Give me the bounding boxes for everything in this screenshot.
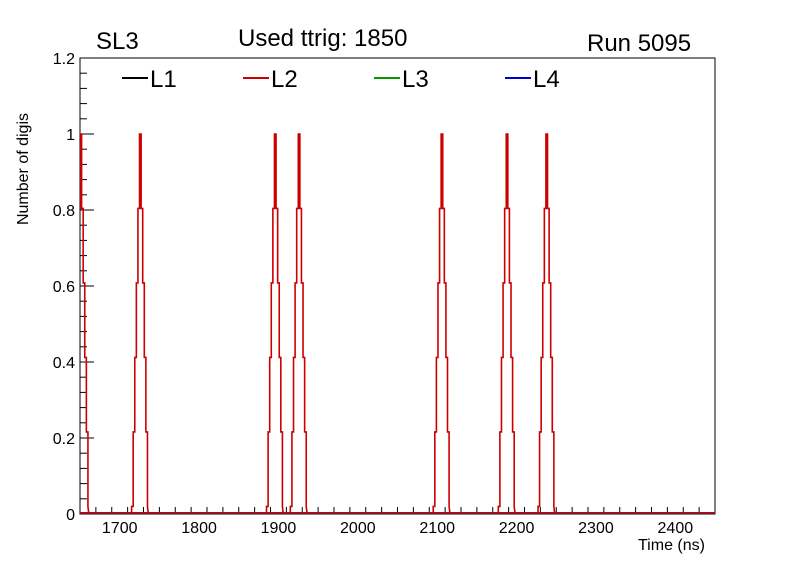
x-axis-label: Time (ns) [638, 537, 705, 554]
y-tick-label: 0 [66, 507, 75, 524]
y-tick-label: 1.2 [53, 51, 75, 68]
legend-label-l3: L3 [402, 66, 429, 93]
series-line-l2 [80, 133, 715, 514]
x-tick-label: 2000 [340, 520, 376, 537]
legend-label-l2: L2 [271, 66, 298, 93]
y-tick-label: 1 [66, 127, 75, 144]
plot-frame [79, 57, 716, 515]
x-tick-label: 1900 [261, 520, 297, 537]
legend-label-l4: L4 [533, 66, 560, 93]
x-tick-label: 2200 [499, 520, 535, 537]
y-tick-label: 0.4 [53, 355, 75, 372]
y-tick-label: 0.8 [53, 203, 75, 220]
x-tick-label: 2400 [658, 520, 694, 537]
chart-label-sl: SL3 [96, 28, 139, 55]
x-tick-label: 1700 [102, 520, 138, 537]
legend-label-l1: L1 [150, 66, 177, 93]
x-tick-label: 2100 [419, 520, 455, 537]
chart-title: Used ttrig: 1850 [238, 25, 408, 52]
x-tick-label: 1800 [181, 520, 217, 537]
run-label: Run 5095 [587, 30, 692, 57]
y-tick-label: 0.6 [53, 279, 75, 296]
x-tick-label: 2300 [578, 520, 614, 537]
y-tick-label: 0.2 [53, 431, 75, 448]
